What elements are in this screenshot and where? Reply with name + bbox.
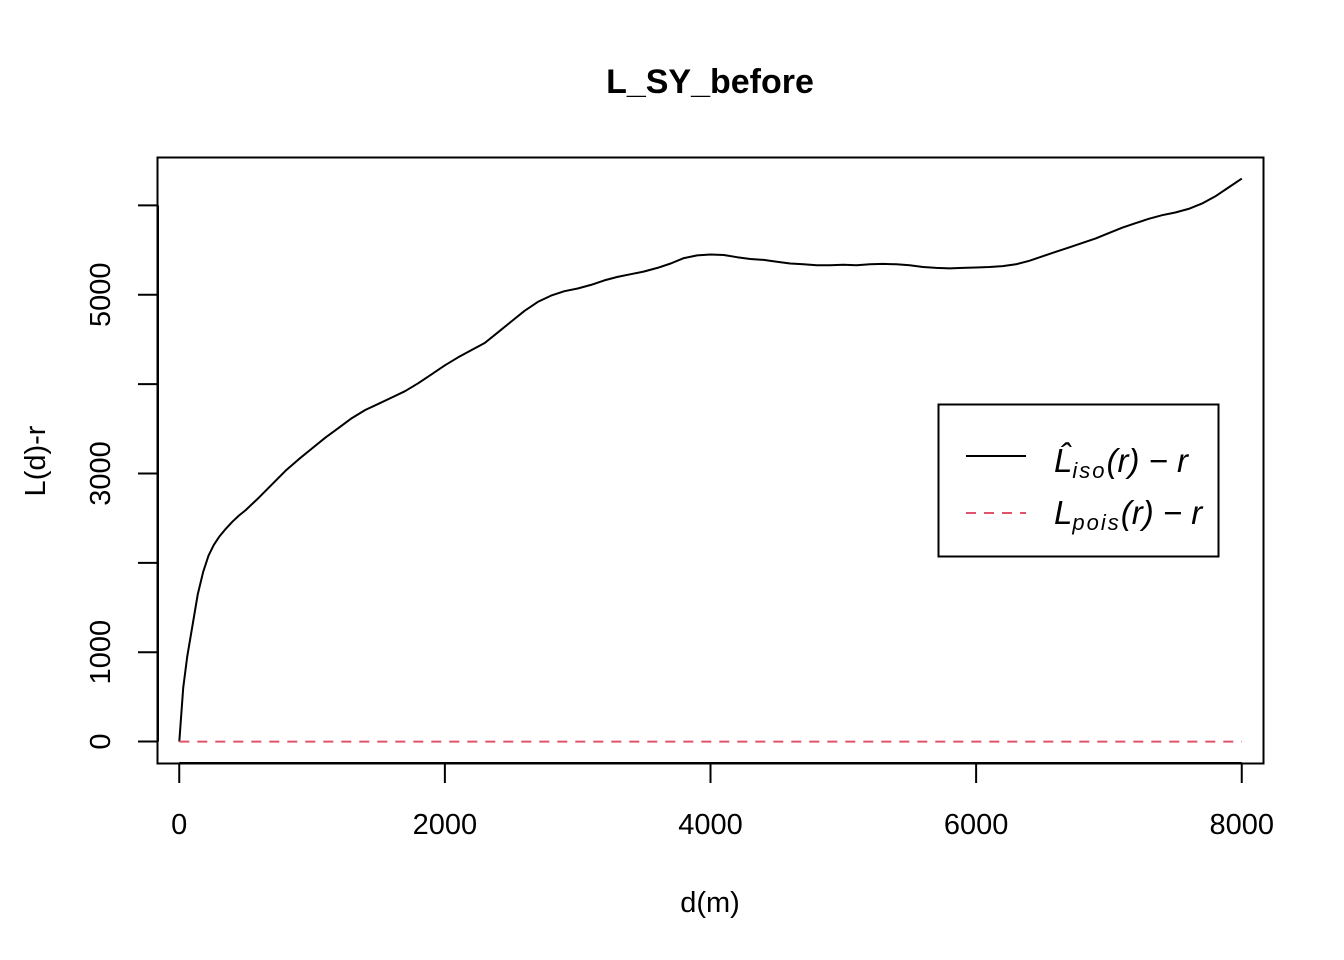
x-tick-label: 2000 xyxy=(413,809,478,841)
legend-sub-series-1: pois xyxy=(1071,510,1120,535)
legend-tail-series-0: (r) − r xyxy=(1106,442,1190,479)
y-tick-label: 0 xyxy=(85,733,117,749)
y-axis: 0 1000 3000 5000 xyxy=(85,204,159,750)
legend-main-series-1: L xyxy=(1054,494,1072,531)
legend-main-series-0: L̂ xyxy=(1054,442,1072,479)
y-tick-label: 1000 xyxy=(85,620,117,685)
series-layer xyxy=(178,177,1243,743)
y-tick-label: 3000 xyxy=(85,441,117,506)
legend: L̂iso(r) − r Lpois(r) − r xyxy=(937,403,1220,558)
series-line-0 xyxy=(178,177,1243,742)
chart-title: L_SY_before xyxy=(606,63,814,101)
legend-tail-series-1: (r) − r xyxy=(1121,494,1205,531)
x-axis-label: d(m) xyxy=(680,887,740,919)
x-tick-label: 4000 xyxy=(678,809,743,841)
legend-sub-series-0: iso xyxy=(1072,458,1106,483)
x-axis: 0 2000 4000 6000 8000 xyxy=(171,762,1274,841)
legend-entry-series-1: Lpois(r) − r xyxy=(1054,494,1204,535)
x-tick-label: 6000 xyxy=(944,809,1009,841)
legend-box xyxy=(937,403,1220,558)
y-tick-label: 5000 xyxy=(85,262,117,327)
y-axis-label: L(d)-r xyxy=(20,425,52,496)
x-tick-label: 8000 xyxy=(1209,809,1274,841)
legend-entry-series-0: L̂iso(r) − r xyxy=(1054,442,1190,483)
x-tick-label: 0 xyxy=(171,809,187,841)
